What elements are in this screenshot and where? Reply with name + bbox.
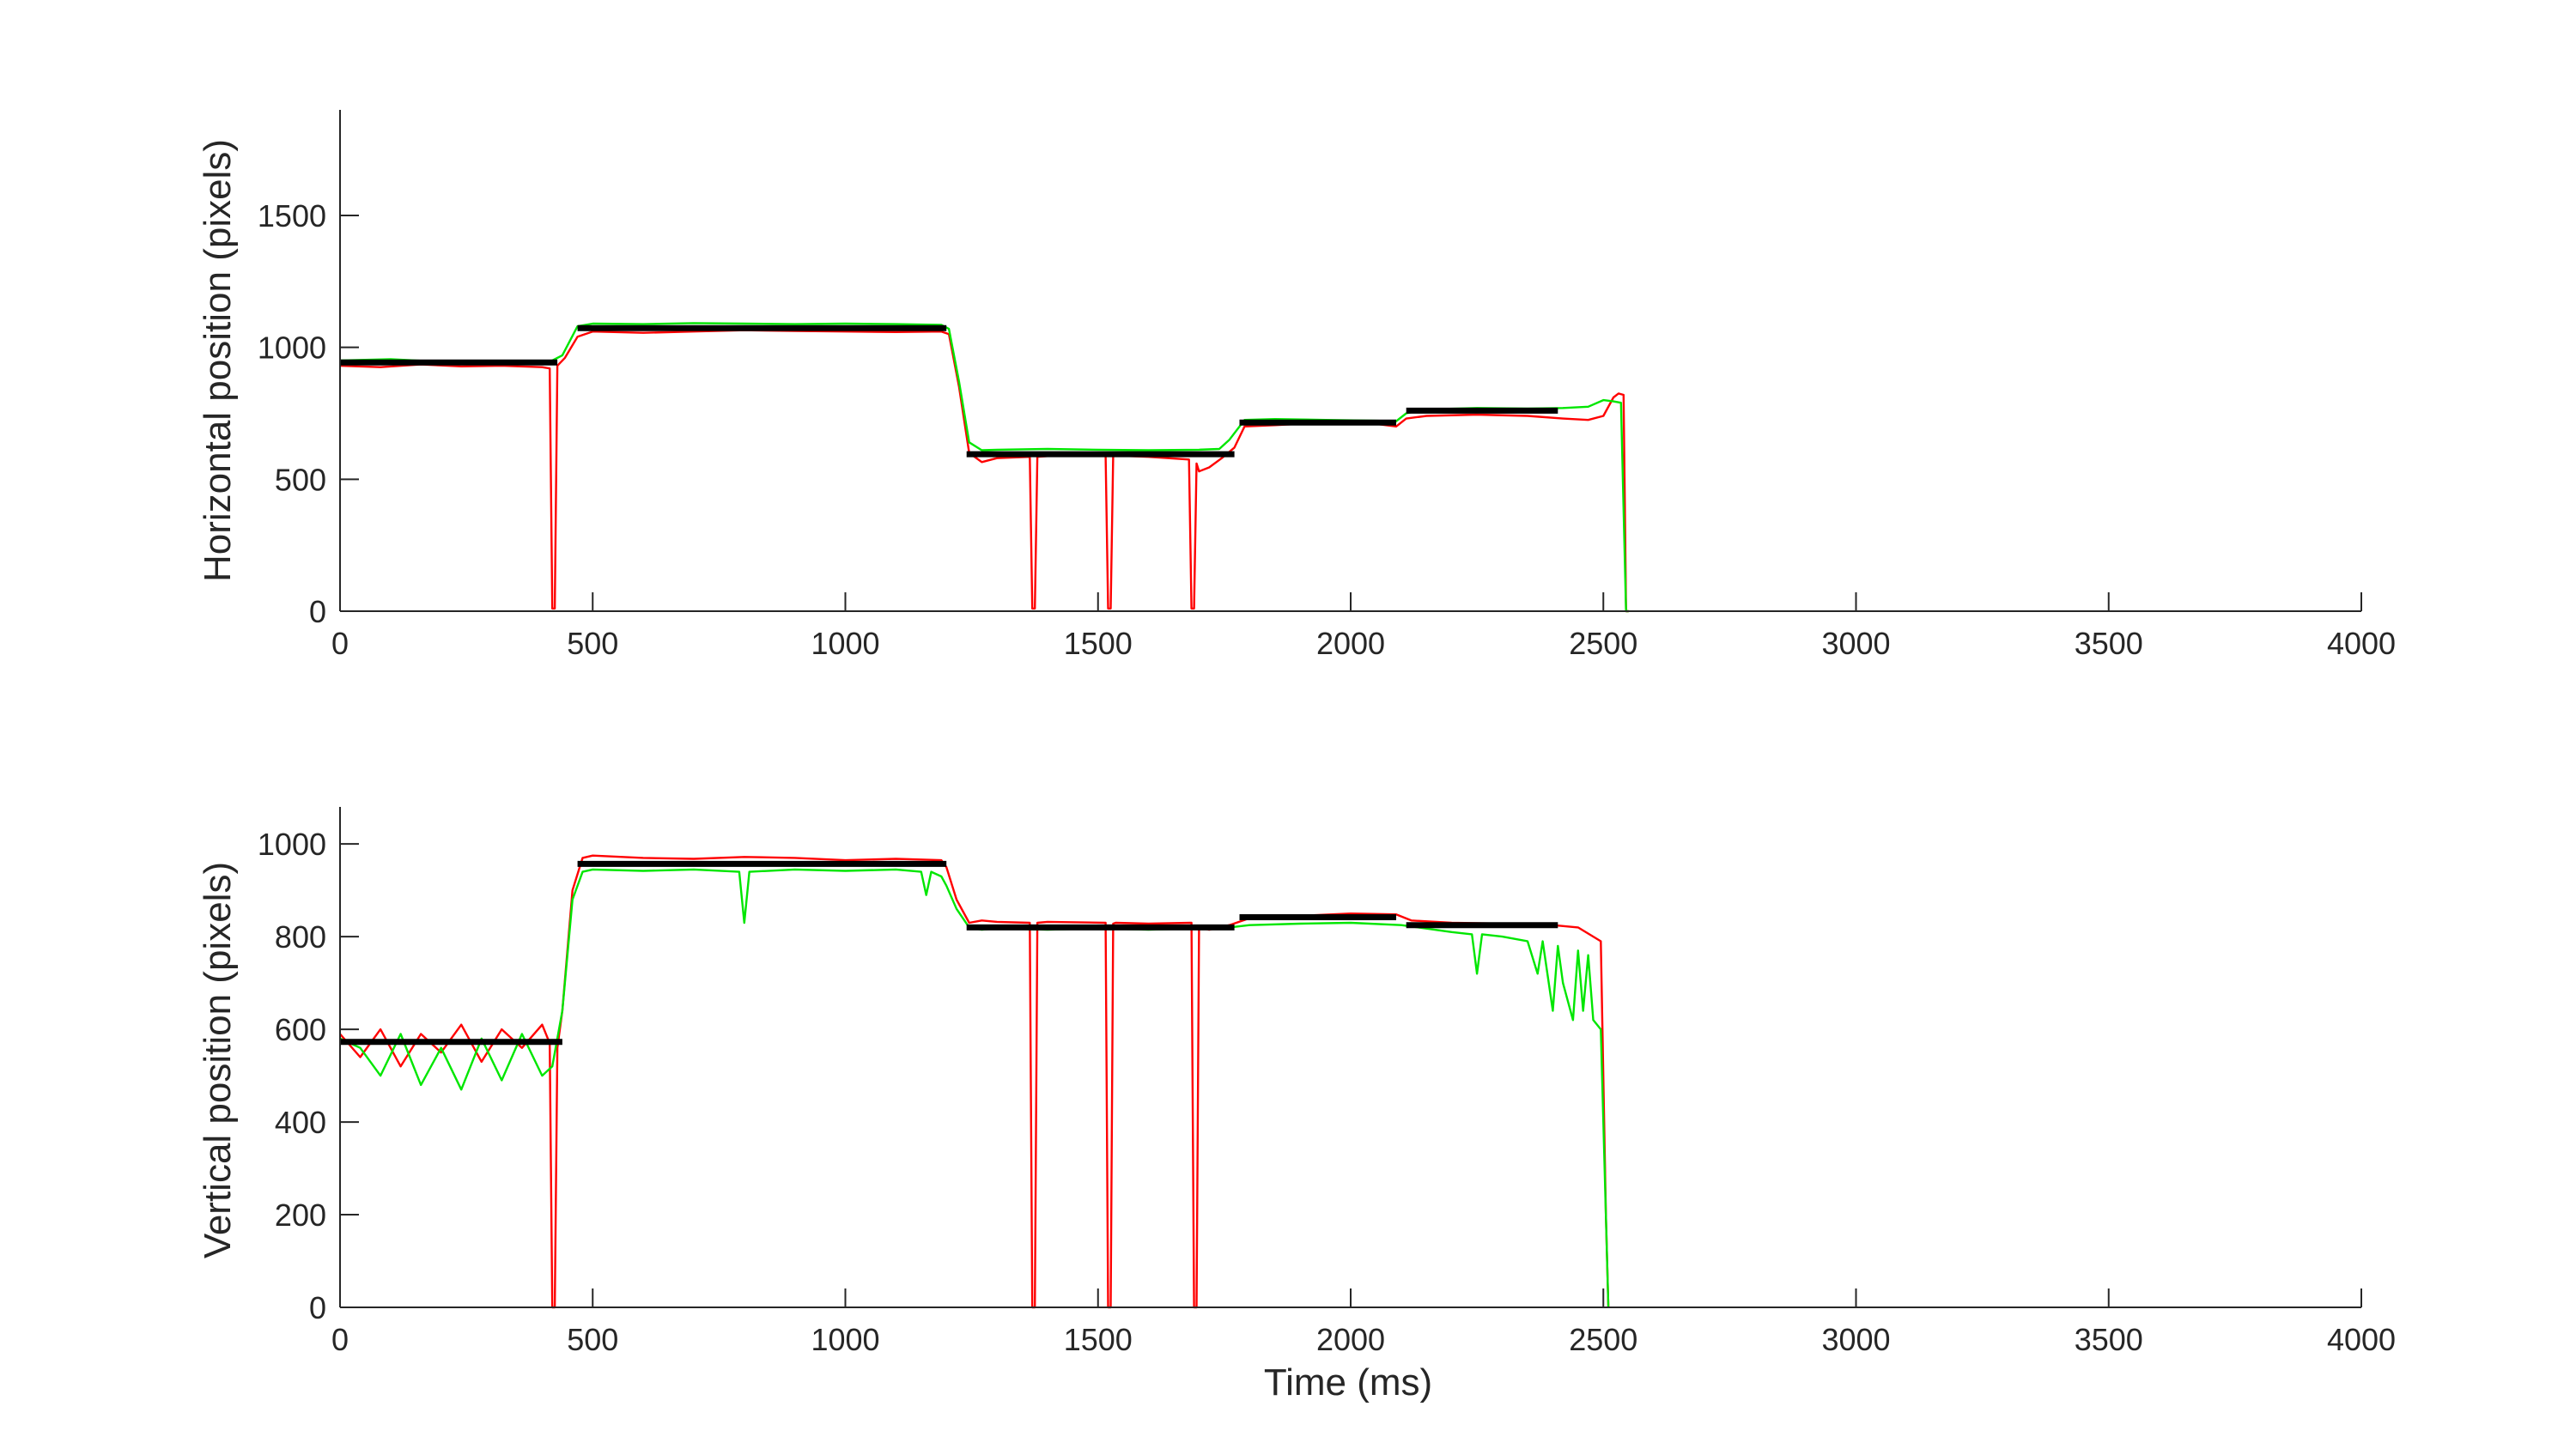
horizontal-x-tick-label: 2500 <box>1569 626 1637 661</box>
horizontal-y-tick-label: 1500 <box>258 198 326 233</box>
horizontal-y-tick-label: 0 <box>309 594 326 629</box>
vertical-position-plot: Vertical position (pixels) Time (ms) 0 50… <box>197 807 2396 1404</box>
horizontal-x-tick-label: 3000 <box>1821 626 1890 661</box>
horizontal-position-plot: Horizontal position (pixels) 0 500 1000 150… <box>197 110 2396 661</box>
horizontal-x-tick-label: 4000 <box>2327 626 2396 661</box>
horizontal-plot-ylabel: Horizontal position (pixels) <box>197 139 239 582</box>
vertical-x-tick-label: 4000 <box>2327 1322 2396 1357</box>
vertical-x-tick-label: 3500 <box>2075 1322 2143 1357</box>
vertical-series-0 <box>339 854 1610 1309</box>
vertical-y-tick-label: 200 <box>275 1197 326 1233</box>
vertical-y-tick-label: 800 <box>275 919 326 955</box>
vertical-x-tick-label: 2000 <box>1316 1322 1385 1357</box>
vertical-x-tick-label: 1500 <box>1064 1322 1133 1357</box>
horizontal-y-tick-label: 1000 <box>258 330 326 366</box>
vertical-y-tick-label: 1000 <box>258 827 326 862</box>
vertical-x-tick-label: 2500 <box>1569 1322 1637 1357</box>
horizontal-series-2 <box>340 324 1558 458</box>
vertical-x-tick-label: 0 <box>331 1322 349 1357</box>
horizontal-x-tick-label: 0 <box>331 626 349 661</box>
horizontal-x-tick-label: 1000 <box>811 626 879 661</box>
horizontal-x-tick-label: 500 <box>567 626 618 661</box>
vertical-y-tick-label: 0 <box>309 1290 326 1325</box>
horizontal-x-tick-label: 2000 <box>1316 626 1385 661</box>
horizontal-x-tick-label: 1500 <box>1064 626 1133 661</box>
horizontal-y-tick-label: 500 <box>275 462 326 497</box>
horizontal-x-tick-label: 3500 <box>2075 626 2143 661</box>
vertical-plot-xlabel: Time (ms) <box>1264 1361 1432 1404</box>
vertical-x-tick-label: 3000 <box>1821 1322 1890 1357</box>
vertical-x-tick-label: 1000 <box>811 1322 879 1357</box>
vertical-plot-ylabel: Vertical position (pixels) <box>197 862 239 1258</box>
vertical-y-tick-label: 600 <box>275 1012 326 1047</box>
vertical-y-tick-label: 400 <box>275 1105 326 1140</box>
vertical-x-tick-label: 500 <box>567 1322 618 1357</box>
vertical-series-2 <box>340 860 1558 1046</box>
